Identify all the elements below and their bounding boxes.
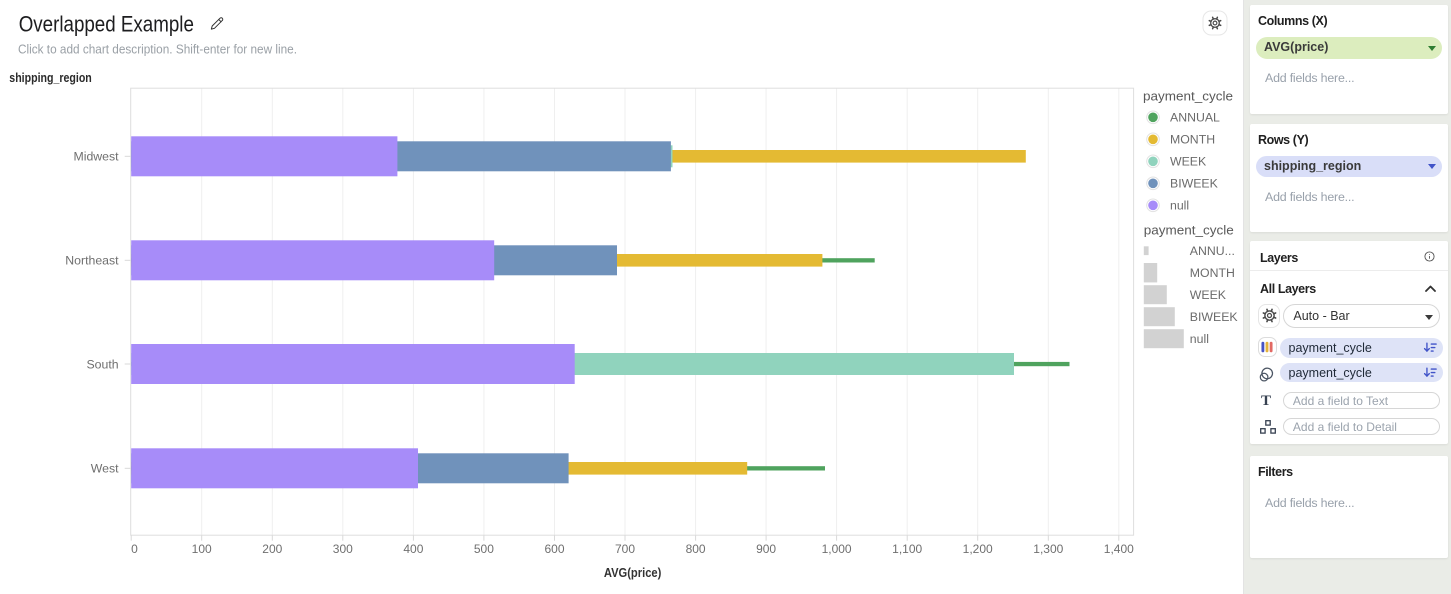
svg-text:BIWEEK: BIWEEK <box>1190 310 1239 324</box>
svg-text:AVG(price): AVG(price) <box>604 566 662 580</box>
svg-text:MONTH: MONTH <box>1190 266 1235 280</box>
svg-text:null: null <box>1170 199 1189 213</box>
svg-text:Click to add chart description: Click to add chart description. Shift-en… <box>18 42 297 57</box>
svg-text:Northeast: Northeast <box>65 254 119 268</box>
svg-text:1,300: 1,300 <box>1033 542 1063 556</box>
svg-text:800: 800 <box>686 542 706 556</box>
svg-text:200: 200 <box>262 542 282 556</box>
svg-text:700: 700 <box>615 542 635 556</box>
svg-text:WEEK: WEEK <box>1170 155 1207 169</box>
svg-text:1,200: 1,200 <box>963 542 993 556</box>
svg-text:null: null <box>1190 332 1209 346</box>
svg-text:Midwest: Midwest <box>73 150 119 164</box>
svg-text:1,400: 1,400 <box>1104 542 1134 556</box>
svg-text:WEEK: WEEK <box>1190 288 1227 302</box>
svg-text:BIWEEK: BIWEEK <box>1170 177 1219 191</box>
svg-text:0: 0 <box>131 542 138 556</box>
svg-text:payment_cycle: payment_cycle <box>1144 223 1234 238</box>
svg-text:900: 900 <box>756 542 776 556</box>
svg-text:600: 600 <box>544 542 564 556</box>
svg-text:MONTH: MONTH <box>1170 133 1215 147</box>
svg-text:West: West <box>91 462 119 476</box>
svg-text:Overlapped Example: Overlapped Example <box>19 11 194 36</box>
svg-text:payment_cycle: payment_cycle <box>1143 89 1233 104</box>
svg-text:South: South <box>86 357 118 371</box>
svg-text:100: 100 <box>192 542 212 556</box>
svg-text:500: 500 <box>474 542 494 556</box>
svg-text:1,100: 1,100 <box>892 542 922 556</box>
svg-text:shipping_region: shipping_region <box>9 70 92 85</box>
svg-text:1,000: 1,000 <box>822 542 852 556</box>
svg-text:ANNUAL: ANNUAL <box>1170 111 1220 125</box>
svg-text:300: 300 <box>333 542 353 556</box>
svg-text:400: 400 <box>403 542 423 556</box>
svg-text:ANNU...: ANNU... <box>1190 244 1235 258</box>
